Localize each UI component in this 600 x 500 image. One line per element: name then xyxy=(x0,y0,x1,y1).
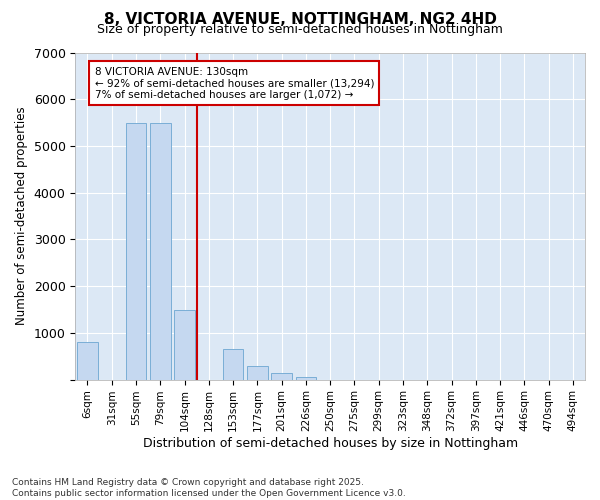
Bar xyxy=(77,342,98,380)
Text: Size of property relative to semi-detached houses in Nottingham: Size of property relative to semi-detach… xyxy=(97,22,503,36)
Bar xyxy=(174,310,195,380)
Bar xyxy=(247,366,268,380)
Text: Contains HM Land Registry data © Crown copyright and database right 2025.
Contai: Contains HM Land Registry data © Crown c… xyxy=(12,478,406,498)
X-axis label: Distribution of semi-detached houses by size in Nottingham: Distribution of semi-detached houses by … xyxy=(143,437,518,450)
Text: 8, VICTORIA AVENUE, NOTTINGHAM, NG2 4HD: 8, VICTORIA AVENUE, NOTTINGHAM, NG2 4HD xyxy=(104,12,496,28)
Text: 8 VICTORIA AVENUE: 130sqm
← 92% of semi-detached houses are smaller (13,294)
7% : 8 VICTORIA AVENUE: 130sqm ← 92% of semi-… xyxy=(95,66,374,100)
Bar xyxy=(223,349,244,380)
Bar xyxy=(150,122,170,380)
Bar xyxy=(296,378,316,380)
Bar xyxy=(125,122,146,380)
Bar xyxy=(271,372,292,380)
Y-axis label: Number of semi-detached properties: Number of semi-detached properties xyxy=(15,106,28,326)
